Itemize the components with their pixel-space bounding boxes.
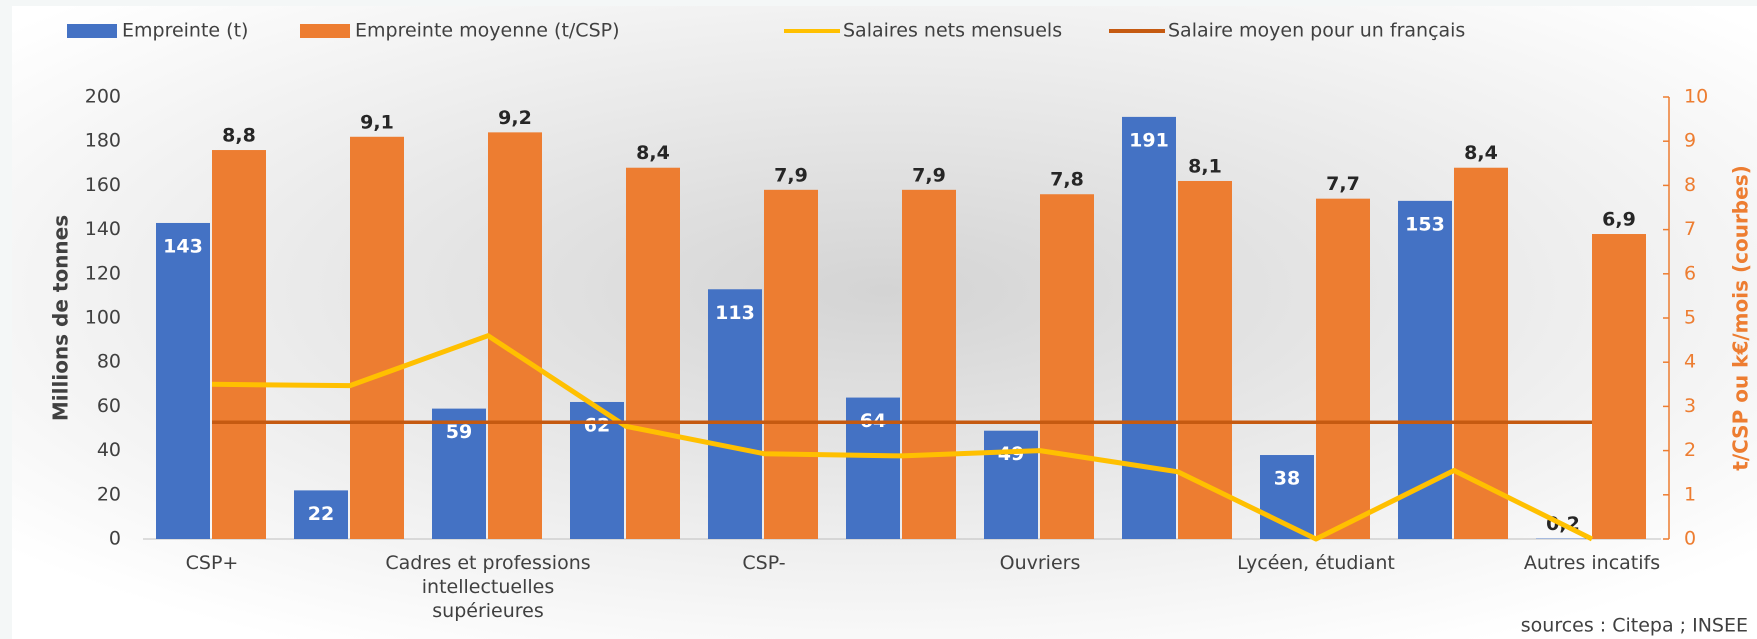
y-tick-label: 40	[97, 439, 121, 461]
y-tick-label: 0	[109, 528, 121, 550]
y-tick-label: 200	[85, 86, 121, 108]
x-tick-label: Ouvriers	[999, 552, 1081, 574]
bar	[432, 408, 486, 539]
bar	[1592, 234, 1646, 539]
data-label: 62	[584, 414, 610, 436]
x-tick-label: Lycéen, étudiant	[1237, 552, 1395, 574]
x-tick-label: Cadres et professions intellectuelles su…	[385, 552, 591, 622]
bar	[1178, 180, 1232, 540]
y-tick-label: 80	[97, 351, 121, 373]
bar	[212, 150, 266, 540]
bar	[626, 167, 680, 539]
bar	[570, 401, 624, 539]
line-series	[211, 333, 1594, 542]
bar	[708, 289, 762, 539]
data-label: 6,9	[1602, 209, 1636, 231]
data-label: 8,1	[1188, 155, 1222, 177]
y-tick-label: 140	[85, 218, 121, 240]
data-label: 143	[163, 235, 203, 257]
y2-tick-label: 7	[1684, 218, 1696, 240]
bar	[1316, 198, 1370, 539]
data-label: 8,8	[222, 125, 256, 147]
y2-tick-label: 3	[1684, 395, 1696, 417]
data-label: 113	[715, 302, 755, 324]
x-tick-label: CSP-	[742, 552, 786, 574]
data-label: 7,9	[774, 164, 808, 186]
source: sources : Citepa ; INSEE	[1521, 615, 1748, 637]
y2-tick-label: 10	[1684, 86, 1708, 108]
y-tick-label: 20	[97, 483, 121, 505]
y2-tick-label: 6	[1684, 262, 1696, 284]
data-label: 8,4	[636, 142, 670, 164]
bar	[294, 490, 348, 539]
y2-tick-label: 9	[1684, 130, 1696, 152]
legend-label: Empreinte moyenne (t/CSP)	[355, 20, 620, 42]
y2-tick-label: 4	[1684, 351, 1696, 373]
legend-swatch	[67, 24, 117, 38]
bar	[350, 136, 404, 539]
y2-tick-label: 0	[1684, 528, 1696, 550]
legend-label: Salaire moyen pour un français	[1168, 20, 1465, 42]
bar	[156, 222, 210, 539]
x-tick-label: Autres incatifs	[1523, 552, 1661, 574]
data-label: 59	[446, 421, 472, 443]
y2-tick-label: 5	[1684, 307, 1696, 329]
legend-swatch	[300, 24, 350, 38]
data-label: 7,7	[1326, 173, 1360, 195]
data-label: 22	[308, 503, 334, 525]
bar	[1398, 200, 1452, 539]
y-tick-label: 180	[85, 130, 121, 152]
data-label: 38	[1274, 468, 1300, 490]
y-tick-label: 160	[85, 174, 121, 196]
data-label: 191	[1129, 129, 1169, 151]
legend-label: Salaires nets mensuels	[843, 20, 1062, 42]
y2-tick-label: 2	[1684, 439, 1696, 461]
data-label: 9,2	[498, 107, 532, 129]
data-label: 7,9	[912, 164, 946, 186]
y-axis-label: Millions de tonnes	[49, 215, 73, 421]
bar	[764, 189, 818, 539]
bar	[1040, 194, 1094, 540]
data-label: 8,4	[1464, 142, 1498, 164]
bar	[1122, 116, 1176, 539]
x-tick-label: CSP+	[185, 552, 239, 574]
y2-axis-label: t/CSP ou k€/mois (courbes)	[1729, 165, 1753, 470]
data-label: 153	[1405, 213, 1445, 235]
data-label: 7,8	[1050, 169, 1084, 191]
y2-tick-label: 8	[1684, 174, 1696, 196]
bar	[488, 132, 542, 540]
y-tick-label: 120	[85, 262, 121, 284]
y-tick-label: 100	[85, 307, 121, 329]
y2-tick-label: 1	[1684, 483, 1696, 505]
legend-label: Empreinte (t)	[122, 20, 248, 42]
bar	[902, 189, 956, 539]
y-tick-label: 60	[97, 395, 121, 417]
data-label: 9,1	[360, 111, 394, 133]
